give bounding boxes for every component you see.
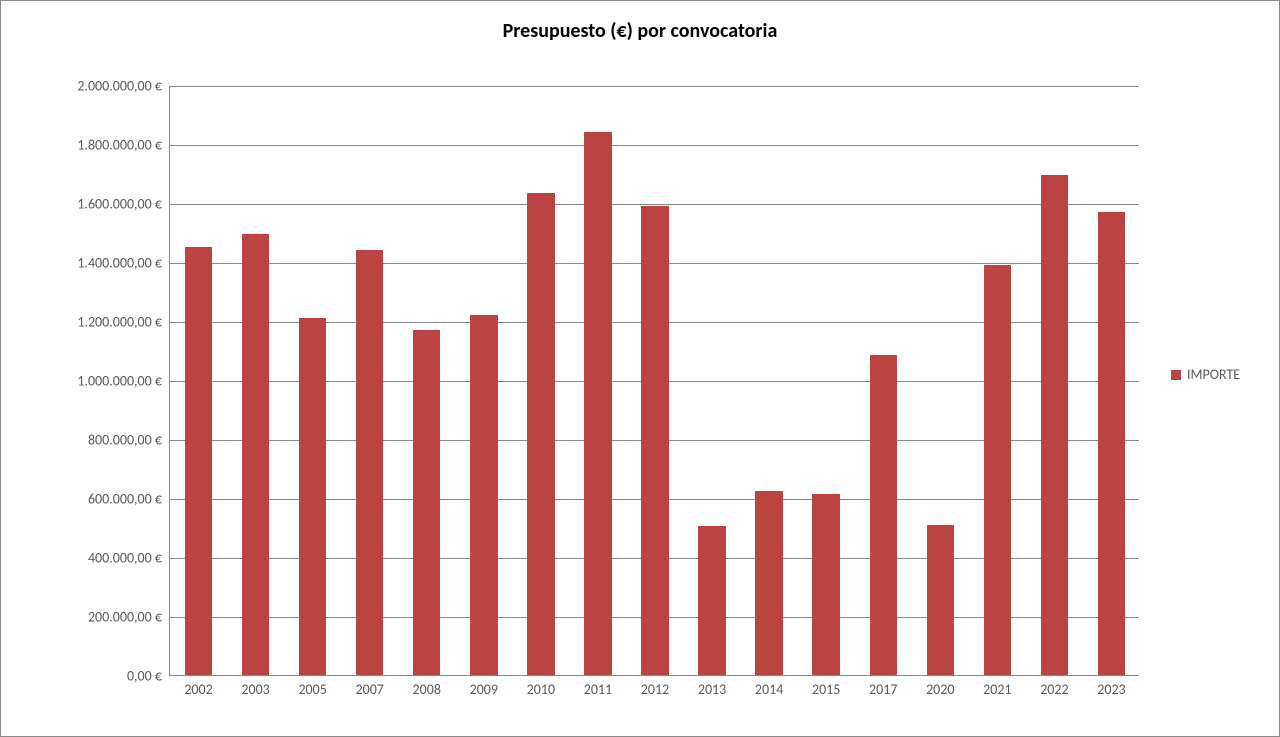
y-tick-label: 200.000,00 € [88, 609, 170, 626]
bar [527, 193, 554, 675]
x-tick-label: 2002 [184, 675, 212, 698]
x-tick-label: 2020 [926, 675, 954, 698]
y-tick-label: 1.800.000,00 € [77, 137, 170, 154]
chart-title: Presupuesto (€) por convocatoria [1, 19, 1279, 43]
x-tick-label: 2010 [527, 675, 555, 698]
y-tick-label: 1.200.000,00 € [77, 314, 170, 331]
grid-line [170, 204, 1139, 205]
y-tick-label: 800.000,00 € [88, 432, 170, 449]
bar [1041, 175, 1068, 675]
x-tick-label: 2021 [983, 675, 1011, 698]
legend-swatch [1171, 370, 1181, 380]
x-tick-label: 2012 [641, 675, 669, 698]
legend-label: IMPORTE [1187, 366, 1240, 383]
grid-line [170, 145, 1139, 146]
y-tick-label: 0,00 € [127, 668, 170, 685]
bar [470, 315, 497, 675]
x-tick-label: 2009 [470, 675, 498, 698]
bar [584, 132, 611, 675]
x-tick-label: 2023 [1097, 675, 1125, 698]
chart-container: Presupuesto (€) por convocatoria 0,00 €2… [0, 0, 1280, 737]
bar [356, 250, 383, 675]
x-tick-label: 2008 [413, 675, 441, 698]
x-tick-label: 2003 [241, 675, 269, 698]
y-tick-label: 1.400.000,00 € [77, 255, 170, 272]
x-tick-label: 2005 [298, 675, 326, 698]
bar [413, 330, 440, 675]
bar [185, 247, 212, 675]
y-tick-label: 1.000.000,00 € [77, 373, 170, 390]
bar [1098, 212, 1125, 675]
bar [927, 525, 954, 675]
y-tick-label: 600.000,00 € [88, 491, 170, 508]
x-tick-label: 2013 [698, 675, 726, 698]
grid-line [170, 86, 1139, 87]
y-tick-label: 400.000,00 € [88, 550, 170, 567]
x-tick-label: 2017 [869, 675, 897, 698]
x-tick-label: 2015 [812, 675, 840, 698]
plot-area: 0,00 €200.000,00 €400.000,00 €600.000,00… [169, 86, 1139, 676]
bar [299, 318, 326, 675]
y-tick-label: 2.000.000,00 € [77, 78, 170, 95]
bar [984, 265, 1011, 675]
y-tick-label: 1.600.000,00 € [77, 196, 170, 213]
bar [641, 206, 668, 675]
bar [242, 234, 269, 675]
bar [698, 526, 725, 675]
x-tick-label: 2011 [584, 675, 612, 698]
x-tick-label: 2022 [1040, 675, 1068, 698]
bar [755, 491, 782, 675]
x-tick-label: 2007 [356, 675, 384, 698]
x-tick-label: 2014 [755, 675, 783, 698]
legend: IMPORTE [1171, 366, 1240, 383]
bar [870, 355, 897, 675]
bar [812, 494, 839, 675]
